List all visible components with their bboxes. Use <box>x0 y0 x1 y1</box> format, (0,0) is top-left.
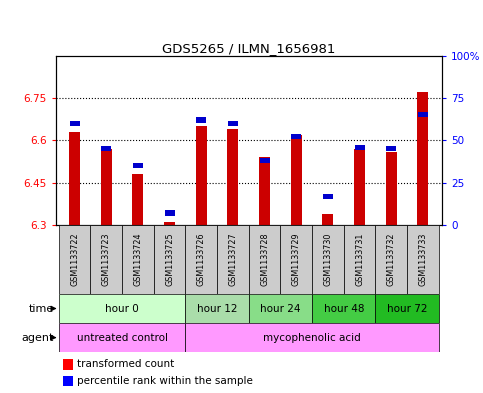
Text: untreated control: untreated control <box>77 332 168 343</box>
FancyBboxPatch shape <box>312 225 344 294</box>
FancyBboxPatch shape <box>154 225 185 294</box>
FancyBboxPatch shape <box>281 225 312 294</box>
FancyBboxPatch shape <box>122 225 154 294</box>
Title: GDS5265 / ILMN_1656981: GDS5265 / ILMN_1656981 <box>162 42 335 55</box>
Text: time: time <box>28 303 54 314</box>
Bar <box>323 193 333 198</box>
Bar <box>355 145 365 150</box>
FancyBboxPatch shape <box>185 294 249 323</box>
Bar <box>291 135 302 225</box>
Text: GSM1133729: GSM1133729 <box>292 232 301 286</box>
Bar <box>386 146 396 151</box>
FancyBboxPatch shape <box>217 225 249 294</box>
Text: hour 48: hour 48 <box>324 303 364 314</box>
Text: hour 12: hour 12 <box>197 303 237 314</box>
Bar <box>354 149 365 225</box>
Bar <box>228 121 238 126</box>
Bar <box>165 210 174 215</box>
Bar <box>417 92 428 225</box>
Text: GSM1133722: GSM1133722 <box>70 232 79 286</box>
Text: transformed count: transformed count <box>77 359 174 369</box>
Text: hour 72: hour 72 <box>387 303 427 314</box>
Bar <box>259 158 270 163</box>
FancyBboxPatch shape <box>407 225 439 294</box>
Bar <box>386 152 397 225</box>
Bar <box>69 132 80 225</box>
FancyBboxPatch shape <box>375 294 439 323</box>
Text: GSM1133731: GSM1133731 <box>355 233 364 286</box>
Text: GSM1133726: GSM1133726 <box>197 232 206 286</box>
Bar <box>196 126 207 225</box>
Bar <box>259 157 270 225</box>
Bar <box>63 376 73 386</box>
Text: GSM1133730: GSM1133730 <box>324 233 332 286</box>
FancyBboxPatch shape <box>344 225 375 294</box>
Bar <box>227 129 239 225</box>
Text: mycophenolic acid: mycophenolic acid <box>263 332 361 343</box>
Bar <box>133 163 143 168</box>
Bar <box>164 222 175 225</box>
Bar <box>322 213 333 225</box>
Bar <box>132 174 143 225</box>
Text: hour 0: hour 0 <box>105 303 139 314</box>
Bar <box>196 118 206 123</box>
Bar <box>291 134 301 140</box>
Bar <box>418 112 428 118</box>
Text: percentile rank within the sample: percentile rank within the sample <box>77 376 253 386</box>
FancyBboxPatch shape <box>375 225 407 294</box>
FancyBboxPatch shape <box>249 294 312 323</box>
FancyBboxPatch shape <box>312 294 375 323</box>
Text: hour 24: hour 24 <box>260 303 300 314</box>
FancyBboxPatch shape <box>90 225 122 294</box>
Text: agent: agent <box>21 332 54 343</box>
FancyBboxPatch shape <box>59 294 185 323</box>
Text: GSM1133723: GSM1133723 <box>102 232 111 286</box>
FancyBboxPatch shape <box>59 323 185 352</box>
FancyBboxPatch shape <box>185 323 439 352</box>
Bar <box>70 121 80 126</box>
Text: GSM1133728: GSM1133728 <box>260 232 269 286</box>
Bar <box>100 149 112 225</box>
Bar <box>101 146 111 151</box>
Text: GSM1133727: GSM1133727 <box>228 232 238 286</box>
Text: GSM1133725: GSM1133725 <box>165 232 174 286</box>
Text: GSM1133733: GSM1133733 <box>418 233 427 286</box>
FancyBboxPatch shape <box>249 225 281 294</box>
FancyBboxPatch shape <box>59 225 90 294</box>
Text: GSM1133724: GSM1133724 <box>133 232 142 286</box>
FancyBboxPatch shape <box>185 225 217 294</box>
Bar <box>63 359 73 369</box>
Text: GSM1133732: GSM1133732 <box>387 232 396 286</box>
